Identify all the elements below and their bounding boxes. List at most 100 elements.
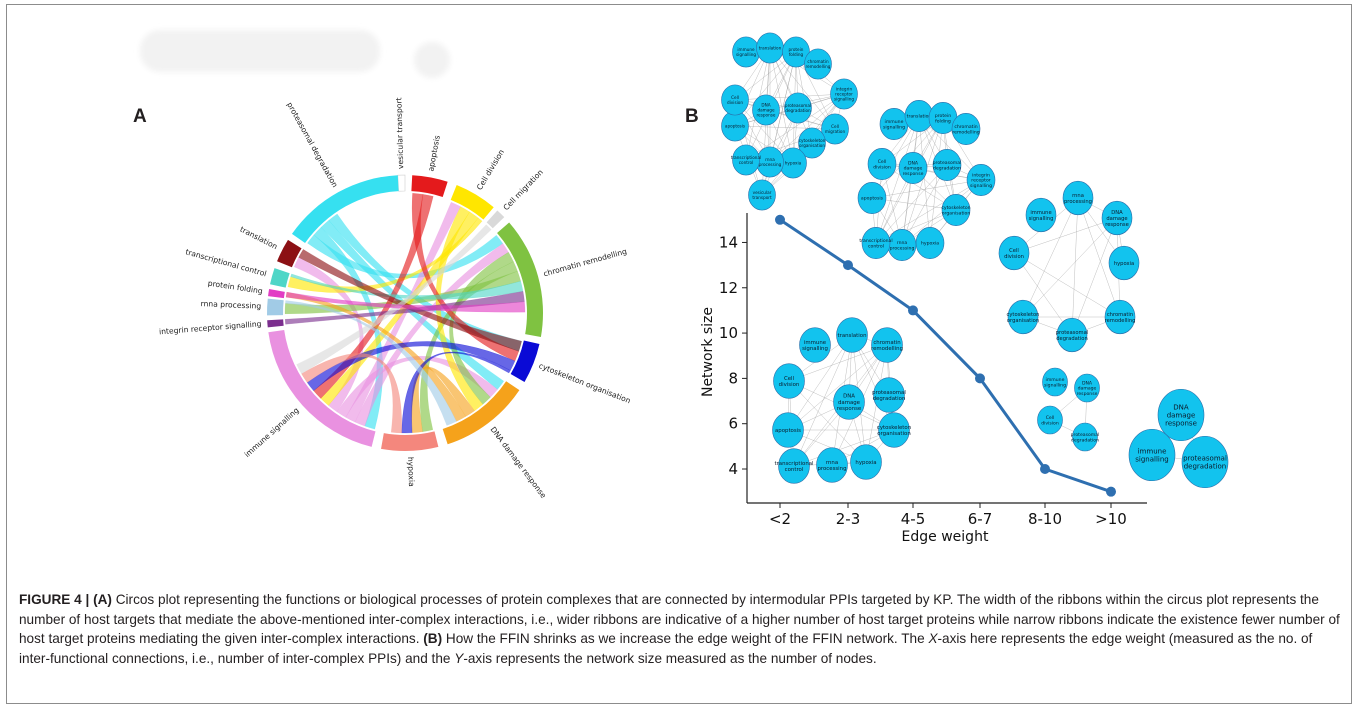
x-tick-label: 8-10 [1028, 510, 1062, 528]
circos-segment [277, 239, 302, 268]
caption-figure-label: FIGURE 4 | [19, 592, 94, 607]
network-node [1042, 367, 1068, 397]
network-node [951, 113, 981, 145]
network-node-label: DNA damage response [903, 160, 924, 177]
circos-ribbon [285, 291, 467, 422]
caption-text-b1: How the FFIN shrinks as we increase the … [442, 631, 929, 647]
network-edge [787, 334, 853, 431]
network-node-label: proteasomal degradation [785, 103, 811, 113]
circos-ribbon [306, 341, 516, 392]
x-axis-label: Edge weight [902, 529, 989, 545]
y-tick-label: 12 [719, 279, 738, 297]
x-tick-label: >10 [1095, 510, 1127, 528]
network-node [1062, 180, 1094, 216]
network-edge [1013, 252, 1121, 318]
network-node [1108, 245, 1140, 281]
x-tick-label: 2-3 [836, 510, 861, 528]
circos-ribbon [401, 351, 511, 434]
caption-b-marker: (B) [423, 631, 443, 647]
network-node-label: cytoskeleton organisation [799, 138, 826, 148]
circos-segment [291, 175, 399, 244]
circos-segment-label: DNA damage response [488, 425, 548, 500]
network-node [721, 84, 749, 116]
circos-segment-label: transcriptional control [184, 247, 267, 278]
caption-text-b2: -axis here represents the edge weight (m… [19, 631, 1313, 666]
network-node [1181, 435, 1229, 489]
network-node-label: protein folding [789, 47, 804, 57]
network-node [898, 152, 928, 184]
network-node-label: immune signalling [1029, 210, 1054, 222]
network-node [998, 235, 1030, 271]
network-node-label: vesicular transport [752, 190, 772, 200]
network-node [778, 448, 810, 484]
network-node-label: immune signalling [1135, 447, 1168, 463]
network-edge [875, 115, 920, 244]
network-node [871, 327, 903, 363]
network-node [804, 48, 832, 80]
network-node-label: immune signalling [1044, 377, 1066, 388]
network-node-label: transcriptional control [859, 238, 892, 249]
y-tick-label: 14 [719, 233, 738, 251]
network-node [816, 447, 848, 483]
network-inset: immune signalling rnna processing DNA damage r… [998, 180, 1140, 353]
network-node-label: proteasomal degradation [872, 390, 906, 402]
network-node [873, 377, 905, 413]
network-node [1037, 405, 1063, 435]
panel-b-label: B [685, 106, 699, 127]
x-tick-label: 4-5 [901, 510, 926, 528]
network-node-label: chromatin remodelling [952, 124, 979, 135]
network-edge [871, 179, 982, 199]
circos-ribbon [313, 194, 434, 399]
circos-segment-label: Cell division [475, 148, 506, 192]
network-node [861, 227, 891, 259]
circos-segment-label: translation [238, 225, 279, 252]
network-node [1056, 317, 1088, 353]
network-node-label: hypoxia [855, 460, 876, 466]
circos-ribbon [354, 243, 509, 427]
network-edge [734, 51, 797, 127]
caption-text-a: Circos plot representing the functions o… [19, 592, 1340, 647]
network-edge [881, 163, 982, 181]
circos-segment [450, 185, 494, 220]
chart-ticks: 4 6 8 10 12 14 <2 2-3 4-5 6-7 8-10 >10 [719, 233, 1127, 528]
circos-segment [486, 210, 505, 229]
faded-smudge [140, 30, 380, 72]
circos-segment-label: rnna processing [200, 299, 261, 311]
circos-segment-label: protein folding [207, 279, 263, 296]
network-node-label: rnna processing [817, 460, 846, 472]
series-point [1040, 464, 1050, 475]
network-node-label: transcriptional control [731, 155, 761, 165]
circos-arcs [267, 174, 543, 451]
network-node-label: cytoskeleton organisation [941, 205, 970, 216]
network-node [1101, 200, 1133, 236]
network-node [798, 127, 826, 159]
network-node-label: protein folding [935, 113, 951, 124]
network-edge [793, 334, 853, 467]
caption-a-marker: (A) [93, 592, 112, 607]
caption-y-axis: Y [454, 650, 464, 666]
network-node-label: rnna processing [1064, 193, 1092, 205]
network-node [1074, 373, 1100, 403]
network-edge [1071, 197, 1079, 336]
network-node-label: Cell division [1004, 248, 1024, 260]
network-edge [929, 117, 944, 244]
network-edge [1022, 197, 1079, 318]
network-node-label: translation [907, 114, 932, 120]
circos-segment [497, 222, 543, 337]
circos-segment-label: Cell migration [501, 167, 545, 212]
circos-plot: vesicular transport apoptosis Cell divisio… [159, 97, 632, 500]
network-edge [875, 164, 948, 244]
network-node [1007, 299, 1039, 335]
network-edge [793, 429, 895, 467]
network-node-label: chromatin remodelling [1105, 312, 1136, 324]
network-edge [1071, 217, 1118, 336]
network-node-label: Cell division [1041, 415, 1059, 426]
circos-ribbons [284, 192, 526, 434]
circos-segment [442, 381, 520, 445]
network-node [966, 164, 996, 196]
network-node-label: Cell division [779, 376, 800, 388]
y-tick-label: 10 [719, 324, 738, 342]
y-axis-label: Network size [700, 307, 716, 397]
